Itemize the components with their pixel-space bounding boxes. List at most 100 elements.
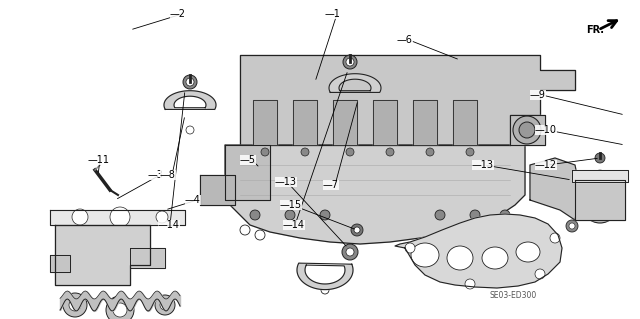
Circle shape	[513, 116, 541, 144]
Circle shape	[505, 220, 515, 230]
Circle shape	[261, 148, 269, 156]
Circle shape	[576, 181, 584, 189]
Polygon shape	[50, 210, 185, 225]
Circle shape	[63, 293, 87, 317]
Circle shape	[250, 210, 260, 220]
Polygon shape	[130, 248, 165, 268]
Circle shape	[519, 122, 535, 138]
Circle shape	[595, 200, 605, 210]
Circle shape	[156, 211, 168, 223]
Circle shape	[61, 254, 69, 262]
Polygon shape	[572, 170, 628, 182]
Circle shape	[616, 181, 624, 189]
Circle shape	[566, 220, 578, 232]
Text: —13: —13	[472, 160, 494, 170]
Polygon shape	[225, 145, 525, 244]
Circle shape	[136, 256, 144, 264]
Circle shape	[61, 226, 69, 234]
Text: —1: —1	[325, 9, 341, 19]
Text: —14: —14	[283, 220, 305, 230]
Ellipse shape	[411, 243, 439, 267]
Text: —13: —13	[275, 177, 297, 187]
Text: FR.: FR.	[586, 25, 604, 35]
Circle shape	[426, 148, 434, 156]
Polygon shape	[395, 214, 562, 288]
Circle shape	[594, 170, 606, 182]
Polygon shape	[55, 225, 150, 285]
Text: —7: —7	[323, 180, 339, 190]
Circle shape	[351, 224, 363, 236]
Polygon shape	[373, 100, 397, 145]
Circle shape	[346, 148, 354, 156]
Circle shape	[186, 126, 194, 134]
Circle shape	[485, 225, 495, 235]
Circle shape	[354, 227, 360, 233]
Circle shape	[569, 223, 575, 229]
Circle shape	[72, 209, 88, 225]
Circle shape	[255, 230, 265, 240]
Circle shape	[69, 299, 81, 311]
Polygon shape	[253, 100, 277, 145]
Circle shape	[343, 55, 357, 69]
Text: —6: —6	[397, 35, 413, 45]
Circle shape	[183, 75, 197, 89]
Text: —15: —15	[280, 200, 302, 210]
Circle shape	[155, 295, 175, 315]
Polygon shape	[50, 255, 70, 272]
Circle shape	[160, 300, 170, 310]
Circle shape	[346, 58, 354, 66]
Circle shape	[301, 148, 309, 156]
Polygon shape	[530, 158, 580, 220]
Circle shape	[285, 210, 295, 220]
Circle shape	[136, 226, 144, 234]
Circle shape	[500, 210, 510, 220]
Circle shape	[80, 237, 110, 267]
Text: —2: —2	[170, 9, 186, 19]
Polygon shape	[297, 263, 353, 290]
Text: —11: —11	[88, 155, 110, 165]
Text: —4: —4	[185, 195, 201, 205]
Circle shape	[342, 244, 358, 260]
Polygon shape	[510, 115, 545, 145]
Text: —5: —5	[240, 155, 256, 165]
Circle shape	[106, 296, 134, 319]
Ellipse shape	[447, 246, 473, 270]
Circle shape	[113, 303, 127, 317]
Polygon shape	[200, 175, 235, 205]
Text: —8: —8	[160, 170, 176, 180]
Circle shape	[535, 269, 545, 279]
Ellipse shape	[516, 242, 540, 262]
Polygon shape	[293, 100, 317, 145]
Text: —14: —14	[158, 220, 180, 230]
Circle shape	[110, 207, 130, 227]
Circle shape	[435, 210, 445, 220]
Circle shape	[550, 233, 560, 243]
Circle shape	[346, 248, 354, 256]
Circle shape	[321, 286, 329, 294]
Circle shape	[589, 194, 611, 216]
Circle shape	[88, 245, 102, 259]
Circle shape	[386, 148, 394, 156]
Circle shape	[405, 243, 415, 253]
Circle shape	[465, 279, 475, 289]
Circle shape	[53, 256, 67, 270]
Circle shape	[139, 250, 155, 266]
Text: —10: —10	[535, 125, 557, 135]
Ellipse shape	[482, 247, 508, 269]
Circle shape	[466, 148, 474, 156]
Polygon shape	[575, 180, 625, 220]
Text: —9: —9	[530, 90, 546, 100]
Circle shape	[595, 153, 605, 163]
Circle shape	[320, 210, 330, 220]
Polygon shape	[164, 91, 216, 109]
Circle shape	[71, 228, 119, 276]
Polygon shape	[225, 145, 270, 200]
Polygon shape	[333, 100, 357, 145]
Polygon shape	[413, 100, 437, 145]
Circle shape	[186, 78, 194, 86]
Polygon shape	[329, 74, 381, 93]
Text: SE03-ED300: SE03-ED300	[490, 291, 537, 300]
Text: —3: —3	[148, 170, 164, 180]
Text: —12: —12	[535, 160, 557, 170]
Polygon shape	[240, 55, 575, 145]
